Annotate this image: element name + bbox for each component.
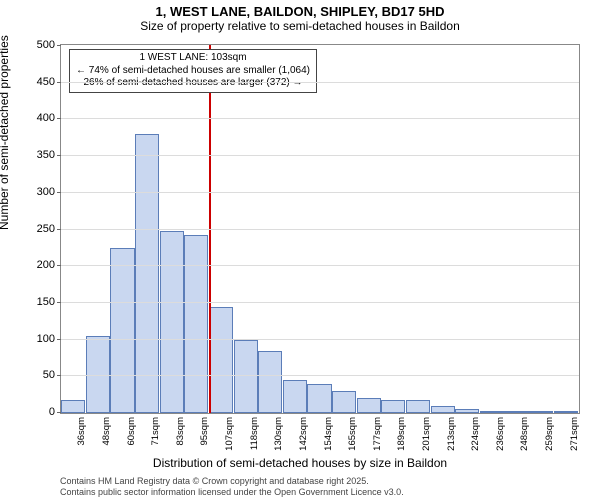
bar [160,231,184,413]
chart-title: 1, WEST LANE, BAILDON, SHIPLEY, BD17 5HD [0,0,600,19]
bar [307,384,331,413]
x-tick-label: 259sqm [544,417,555,451]
x-tick-label: 201sqm [421,417,432,451]
bar [529,411,553,413]
y-axis-label: Number of semi-detached properties [0,35,11,230]
x-tick-label: 189sqm [396,417,407,451]
bar [332,391,356,413]
y-tick-label: 50 [43,369,55,381]
x-tick-label: 236sqm [495,417,506,451]
gridline [61,192,579,193]
y-tick-label: 200 [37,259,55,271]
y-tick-label: 100 [37,333,55,345]
plot-area: 1 WEST LANE: 103sqm ← 74% of semi-detach… [60,44,580,414]
gridline [61,155,579,156]
bar [554,411,578,413]
bar [406,400,430,413]
y-tick-mark [57,302,61,303]
x-tick-label: 248sqm [519,417,530,451]
x-tick-label: 107sqm [224,417,235,451]
annotation-line-2: ← 74% of semi-detached houses are smalle… [76,65,310,78]
y-tick-mark [57,155,61,156]
bar [110,248,134,413]
x-tick-label: 271sqm [569,417,580,451]
gridline [61,118,579,119]
x-axis-label: Distribution of semi-detached houses by … [0,456,600,470]
gridline [61,375,579,376]
chart-container: 1, WEST LANE, BAILDON, SHIPLEY, BD17 5HD… [0,0,600,500]
bar [431,406,455,413]
x-tick-label: 142sqm [298,417,309,451]
x-tick-label: 118sqm [249,417,260,450]
x-tick-label: 60sqm [126,417,137,446]
x-tick-label: 83sqm [175,417,186,446]
y-tick-mark [57,192,61,193]
y-tick-label: 250 [37,223,55,235]
annotation-box: 1 WEST LANE: 103sqm ← 74% of semi-detach… [69,49,317,93]
y-tick-label: 300 [37,186,55,198]
bar [504,411,528,413]
bar [234,340,258,413]
y-tick-label: 400 [37,112,55,124]
bar [258,351,282,413]
y-tick-label: 500 [37,39,55,51]
x-tick-label: 224sqm [470,417,481,451]
y-tick-label: 150 [37,296,55,308]
gridline [61,229,579,230]
y-tick-mark [57,375,61,376]
y-tick-label: 350 [37,149,55,161]
chart-subtitle: Size of property relative to semi-detach… [0,19,600,39]
y-tick-mark [57,412,61,413]
footnote-line-2: Contains public sector information licen… [60,487,404,498]
bar [135,134,159,413]
annotation-line-1: 1 WEST LANE: 103sqm [76,52,310,65]
bar [455,409,479,413]
x-tick-label: 154sqm [323,417,334,451]
bar [184,235,208,413]
bar [209,307,233,413]
bar [61,400,85,413]
x-tick-label: 36sqm [76,417,87,446]
x-tick-label: 130sqm [273,417,284,451]
footnote-line-1: Contains HM Land Registry data © Crown c… [60,476,404,487]
y-tick-mark [57,118,61,119]
x-tick-label: 213sqm [446,417,457,451]
y-tick-label: 0 [49,406,55,418]
footnote: Contains HM Land Registry data © Crown c… [60,476,404,498]
gridline [61,82,579,83]
y-tick-mark [57,45,61,46]
gridline [61,265,579,266]
y-tick-label: 450 [37,76,55,88]
gridline [61,302,579,303]
y-tick-mark [57,82,61,83]
bar [283,380,307,413]
y-tick-mark [57,339,61,340]
annotation-line-3: 26% of semi-detached houses are larger (… [76,77,310,90]
x-tick-label: 95sqm [199,417,210,446]
y-tick-mark [57,229,61,230]
bar [357,398,381,413]
x-tick-label: 165sqm [347,417,358,451]
x-tick-label: 71sqm [150,417,161,446]
bar [480,411,504,413]
x-tick-label: 48sqm [101,417,112,446]
bar [381,400,405,413]
x-tick-label: 177sqm [372,417,383,451]
y-tick-mark [57,265,61,266]
gridline [61,339,579,340]
